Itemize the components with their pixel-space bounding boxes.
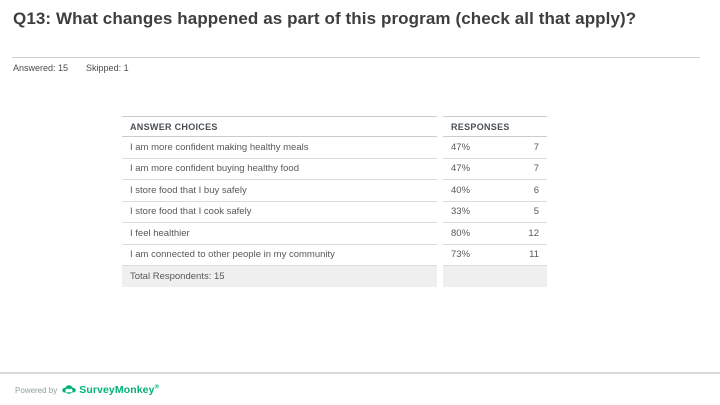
response-values: 47% 7 xyxy=(443,159,547,180)
response-values: 73% 11 xyxy=(443,245,547,266)
surveymonkey-logo-icon xyxy=(62,385,76,394)
footer-divider xyxy=(0,372,720,374)
response-count: 7 xyxy=(533,163,539,175)
response-values: 33% 5 xyxy=(443,202,547,223)
answered-count: Answered: 15 xyxy=(13,63,69,73)
trademark-symbol: ® xyxy=(154,384,160,391)
title-divider xyxy=(12,57,700,58)
answer-choice-label: I store food that I cook safely xyxy=(122,202,437,223)
response-percent: 47% xyxy=(451,163,471,175)
response-meta: Answered: 15 Skipped: 1 xyxy=(13,63,147,73)
table-row: I am more confident making healthy meals… xyxy=(122,137,547,159)
answer-table: ANSWER CHOICES RESPONSES I am more confi… xyxy=(122,116,547,287)
response-values: 40% 6 xyxy=(443,180,547,202)
powered-by-label: Powered by xyxy=(15,385,58,395)
table-total-row: Total Respondents: 15 xyxy=(122,266,547,287)
answer-table-body: I am more confident making healthy meals… xyxy=(122,137,547,266)
response-percent: 80% xyxy=(451,227,471,239)
table-row: I am connected to other people in my com… xyxy=(122,245,547,266)
table-row: I store food that I buy safely 40% 6 xyxy=(122,180,547,202)
answer-choice-label: I am more confident making healthy meals xyxy=(122,137,437,159)
total-respondents: Total Respondents: 15 xyxy=(122,266,437,287)
answer-choice-label: I feel healthier xyxy=(122,223,437,245)
question-title: Q13: What changes happened as part of th… xyxy=(13,9,637,28)
response-values: 80% 12 xyxy=(443,223,547,245)
table-row: I store food that I cook safely 33% 5 xyxy=(122,202,547,223)
answer-choices-header: ANSWER CHOICES xyxy=(122,116,437,137)
response-count: 7 xyxy=(533,141,539,153)
surveymonkey-brand: SurveyMonkey® xyxy=(62,384,159,396)
answer-choice-label: I am connected to other people in my com… xyxy=(122,245,437,266)
response-percent: 33% xyxy=(451,206,471,218)
answer-choice-label: I store food that I buy safely xyxy=(122,180,437,202)
skipped-count: Skipped: 1 xyxy=(86,63,129,73)
response-count: 6 xyxy=(533,184,539,196)
brand-wordmark: SurveyMonkey® xyxy=(79,384,160,396)
response-values: 47% 7 xyxy=(443,137,547,159)
responses-header: RESPONSES xyxy=(443,116,547,137)
table-header-row: ANSWER CHOICES RESPONSES xyxy=(122,116,547,137)
response-percent: 40% xyxy=(451,184,471,196)
response-percent: 47% xyxy=(451,141,471,153)
table-row: I feel healthier 80% 12 xyxy=(122,223,547,245)
answer-choice-label: I am more confident buying healthy food xyxy=(122,159,437,180)
powered-by: Powered by SurveyMonkey® xyxy=(15,384,159,396)
response-percent: 73% xyxy=(451,249,471,261)
response-count: 12 xyxy=(528,227,539,239)
response-count: 5 xyxy=(533,206,539,218)
table-row: I am more confident buying healthy food 4… xyxy=(122,159,547,180)
response-count: 11 xyxy=(529,249,539,261)
